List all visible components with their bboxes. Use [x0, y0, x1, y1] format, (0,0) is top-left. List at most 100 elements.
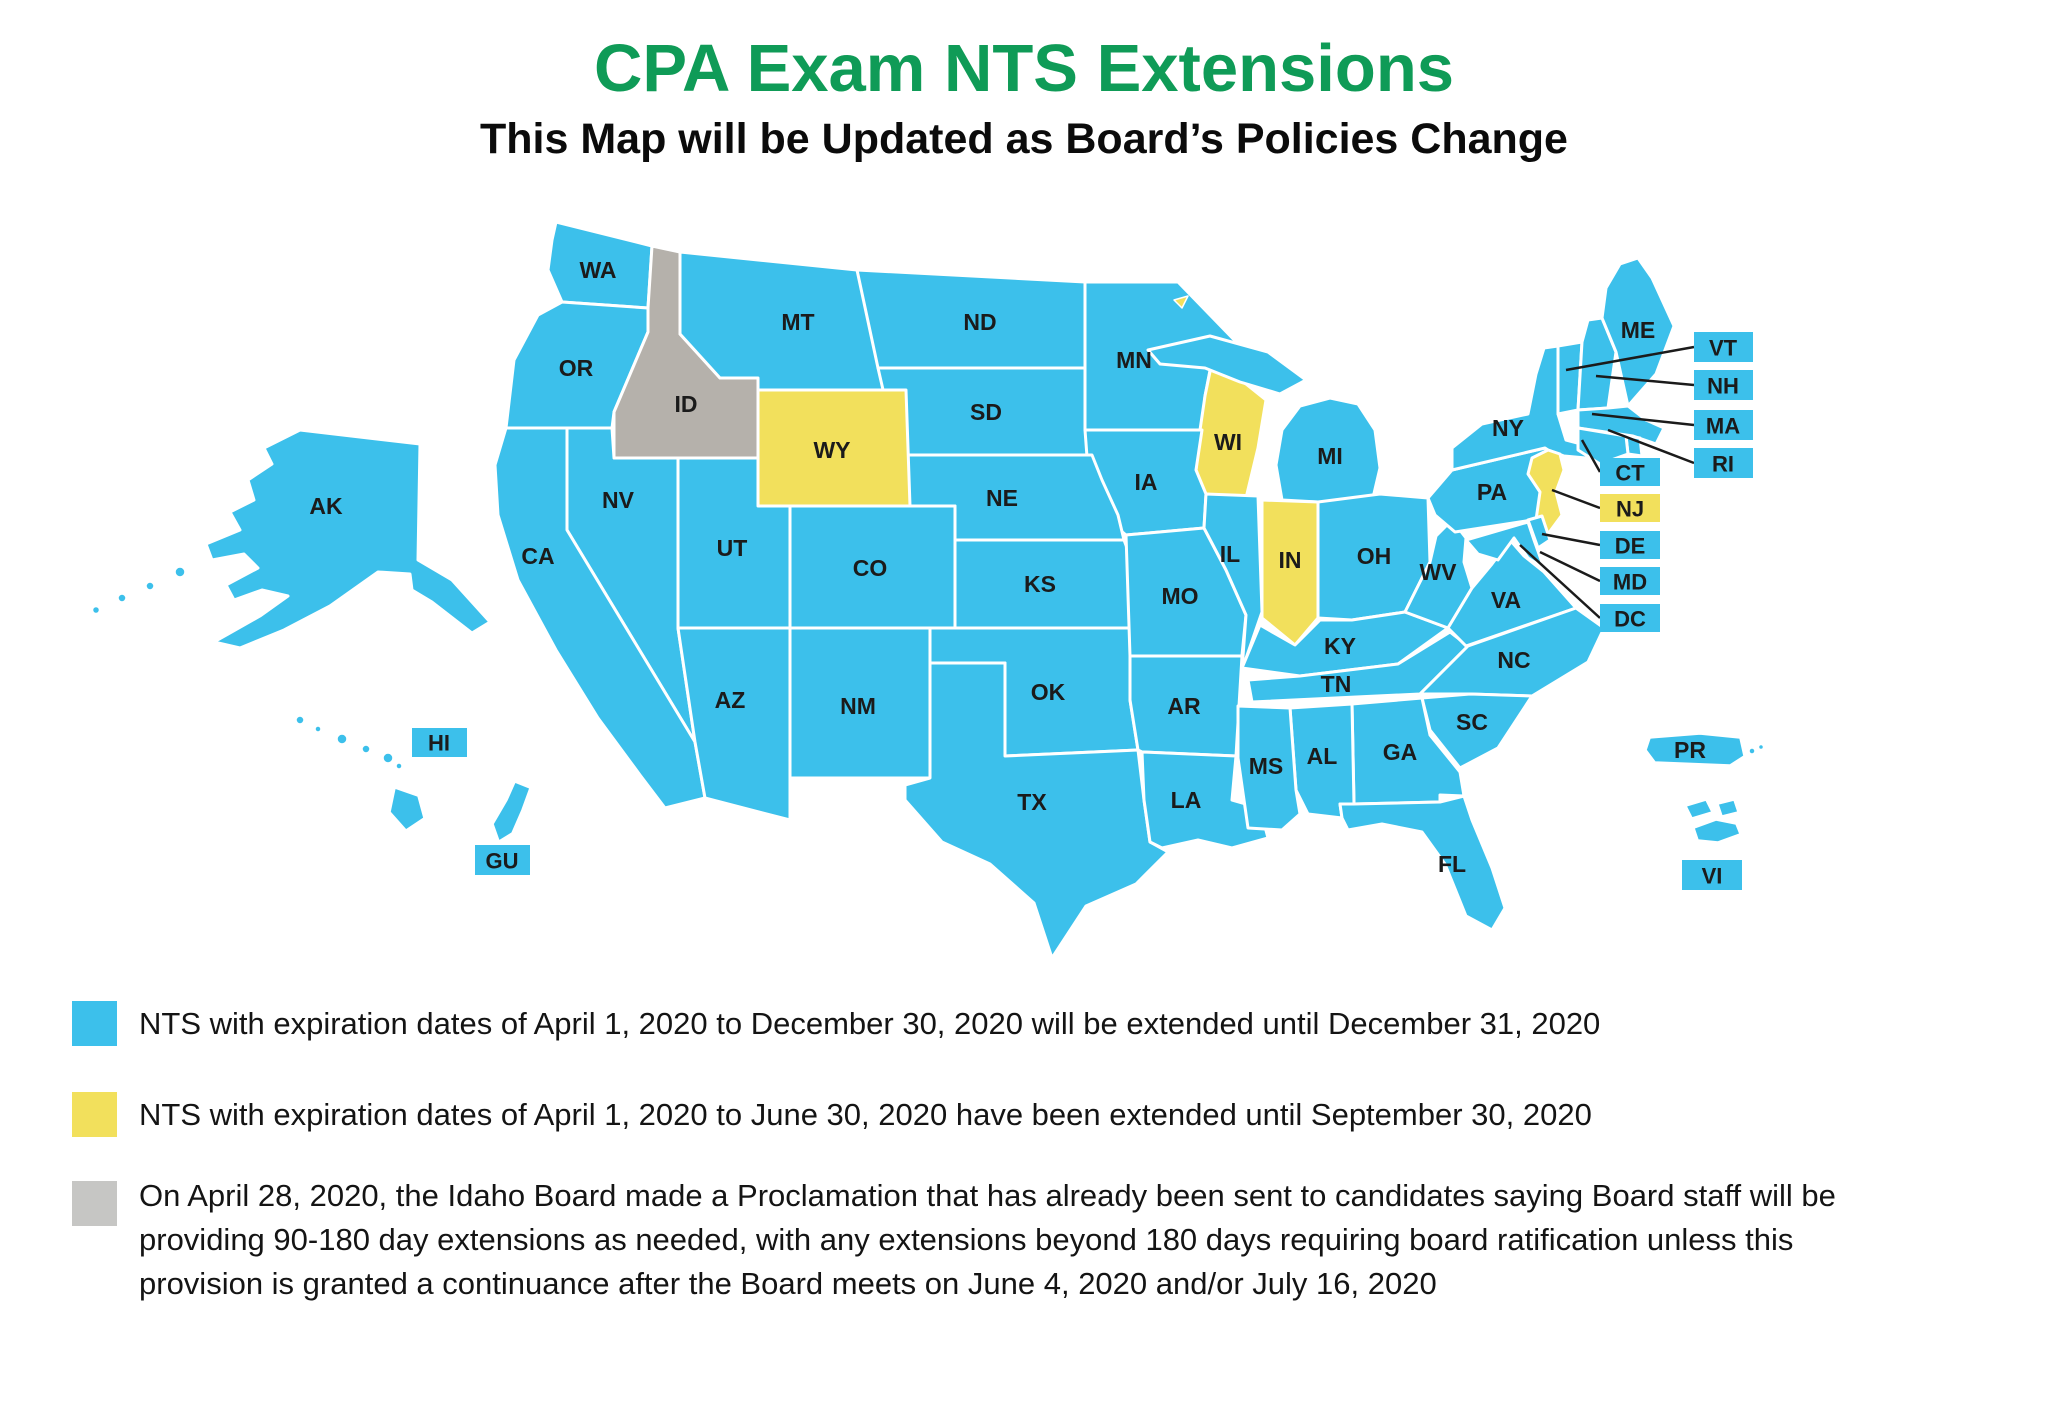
ak-aleutian-island — [174, 566, 186, 578]
state-shape-fl — [1338, 794, 1507, 932]
callout-line-ri — [1607, 428, 1695, 465]
vi-island — [1685, 799, 1713, 819]
state-shape-md — [1464, 520, 1546, 570]
callout-label-md: MD — [1613, 570, 1647, 595]
state-label-al: AL — [1307, 743, 1338, 769]
state-shape-ms — [1236, 704, 1302, 832]
state-label-co: CO — [853, 555, 888, 581]
callout-box-ct — [1600, 458, 1660, 486]
hi-island — [314, 725, 322, 733]
state-shape-mi — [1274, 396, 1382, 504]
pr-islet — [1748, 747, 1756, 755]
callout-box-nj — [1600, 494, 1660, 522]
state-shape-az — [676, 626, 792, 822]
callout-label-nh: NH — [1707, 374, 1739, 399]
state-label-tx: TX — [1017, 789, 1047, 815]
state-label-ga: GA — [1383, 739, 1418, 765]
state-label-ny: NY — [1492, 415, 1524, 441]
callout-label-vt: VT — [1709, 336, 1738, 361]
ak-aleutian-island — [145, 581, 155, 591]
state-label-oh: OH — [1357, 543, 1392, 569]
hi-island — [395, 762, 403, 770]
state-shape-tx — [903, 661, 1170, 960]
callout-line-ma — [1591, 412, 1695, 427]
state-label-sd: SD — [970, 399, 1002, 425]
legend-text-blue: NTS with expiration dates of April 1, 20… — [139, 1005, 1601, 1041]
state-label-ky: KY — [1324, 633, 1356, 659]
callout-label-ct: CT — [1615, 461, 1645, 486]
callout-line-md — [1539, 550, 1601, 583]
legend-swatch-blue — [72, 1001, 117, 1046]
state-shape-il — [1202, 492, 1264, 672]
state-label-mt: MT — [781, 309, 814, 335]
state-label-nv: NV — [602, 487, 635, 513]
legend-swatch-blue-rect — [72, 1001, 117, 1046]
callout-line-ct — [1580, 439, 1602, 473]
callout-box-ri — [1694, 448, 1753, 478]
callout-boxes — [412, 332, 1753, 890]
state-label-wv: WV — [1419, 559, 1457, 585]
state-label-or: OR — [559, 355, 594, 381]
state-label-in: IN — [1279, 547, 1302, 573]
callout-box-ma — [1694, 410, 1753, 440]
state-label-pa: PA — [1477, 479, 1507, 505]
state-label-mn: MN — [1116, 347, 1152, 373]
callout-label-de: DE — [1615, 534, 1646, 559]
state-label-tn: TN — [1321, 671, 1352, 697]
puerto-rico-island — [1645, 733, 1745, 766]
islands — [91, 295, 1765, 843]
callout-line-de — [1541, 532, 1601, 547]
territory-label-gu: GU — [486, 849, 519, 874]
state-label-mo: MO — [1161, 583, 1198, 609]
header: CPA Exam NTS Extensions This Map will be… — [0, 0, 2048, 164]
guam-island — [492, 781, 531, 842]
callout-label-ma: MA — [1706, 414, 1740, 439]
state-label-az: AZ — [715, 687, 746, 713]
state-label-nd: ND — [963, 309, 996, 335]
callout-lines — [1519, 345, 1695, 619]
callout-line-dc — [1519, 544, 1601, 619]
callout-line-nh — [1595, 374, 1695, 387]
hi-big-island — [389, 787, 425, 831]
vi-island — [1693, 819, 1741, 843]
state-shape-ca — [493, 426, 707, 810]
ak-aleutian-island — [117, 593, 127, 603]
callout-box-vt — [1694, 332, 1753, 362]
state-label-la: LA — [1171, 787, 1202, 813]
callout-line-nj — [1551, 488, 1601, 510]
state-labels: WA OR CA NV ID MT WY UT CO AZ NM ND SD N… — [309, 257, 1706, 877]
ak-aleutian-island — [91, 605, 101, 615]
territory-label-hi: HI — [428, 731, 450, 756]
hi-island — [336, 733, 348, 745]
state-label-il: IL — [1220, 541, 1240, 567]
state-label-mi: MI — [1317, 443, 1343, 469]
state-shape-mi-upper-peninsula — [1146, 334, 1308, 396]
legend-swatch-gray-rect — [72, 1181, 117, 1226]
page-subtitle: This Map will be Updated as Board’s Poli… — [480, 115, 1568, 163]
callout-box-md — [1600, 567, 1660, 595]
pr-islet — [1757, 743, 1765, 751]
state-label-ms: MS — [1249, 753, 1284, 779]
hi-island — [295, 715, 305, 725]
callout-line-vt — [1565, 345, 1695, 372]
callout-label-nj: NJ — [1616, 497, 1644, 522]
callout-box-labels: VT NH MA RI CT NJ DE MD DC HI GU VI — [428, 336, 1740, 889]
wi-apostle-islands — [1173, 295, 1189, 309]
state-label-me: ME — [1621, 317, 1656, 343]
legend-item-yellow: NTS with expiration dates of April 1, 20… — [72, 1092, 1592, 1137]
state-label-fl: FL — [1438, 851, 1466, 877]
callout-label-dc: DC — [1614, 607, 1646, 632]
state-label-ok: OK — [1031, 679, 1066, 705]
state-label-nm: NM — [840, 693, 876, 719]
state-label-ut: UT — [717, 535, 748, 561]
state-label-ar: AR — [1167, 693, 1201, 719]
state-label-ak: AK — [309, 493, 343, 519]
legend-text-yellow: NTS with expiration dates of April 1, 20… — [139, 1096, 1592, 1132]
page-title: CPA Exam NTS Extensions — [593, 31, 1455, 106]
state-label-ia: IA — [1135, 469, 1158, 495]
state-shape-ak — [204, 428, 492, 650]
legend-swatch-gray — [72, 1181, 117, 1226]
state-label-ne: NE — [986, 485, 1018, 511]
territory-label-vi: VI — [1702, 864, 1723, 889]
